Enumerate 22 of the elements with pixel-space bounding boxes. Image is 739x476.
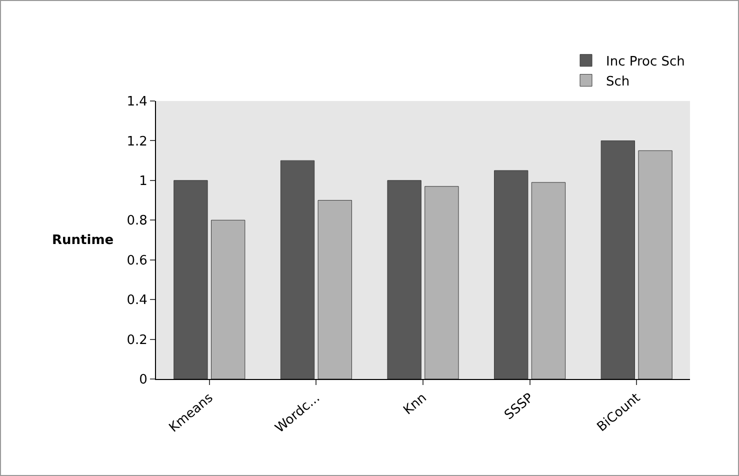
bar <box>531 182 566 379</box>
bar <box>600 140 635 379</box>
y-tick-label: 0.2 <box>126 332 148 348</box>
bar <box>174 180 208 379</box>
legend-label: Sch <box>606 74 630 90</box>
y-tick-label: 1 <box>139 174 148 189</box>
y-tick-label: 1.4 <box>126 94 148 110</box>
bar <box>318 200 352 379</box>
y-tick-label: 0.4 <box>126 293 148 308</box>
y-tick-label: 0 <box>139 372 148 388</box>
y-tick-label: 0.8 <box>126 214 148 229</box>
bar <box>424 186 459 379</box>
x-tick-label: Knn <box>400 390 430 418</box>
y-tick-label: 1.2 <box>126 134 148 150</box>
legend-label: Inc Proc Sch <box>606 54 685 70</box>
bar <box>494 170 528 379</box>
bar <box>638 150 672 379</box>
bar <box>280 160 315 379</box>
y-tick-label: 0.6 <box>126 253 148 268</box>
bar <box>211 220 246 379</box>
bar <box>387 180 422 379</box>
y-axis-title: Runtime <box>52 233 114 248</box>
